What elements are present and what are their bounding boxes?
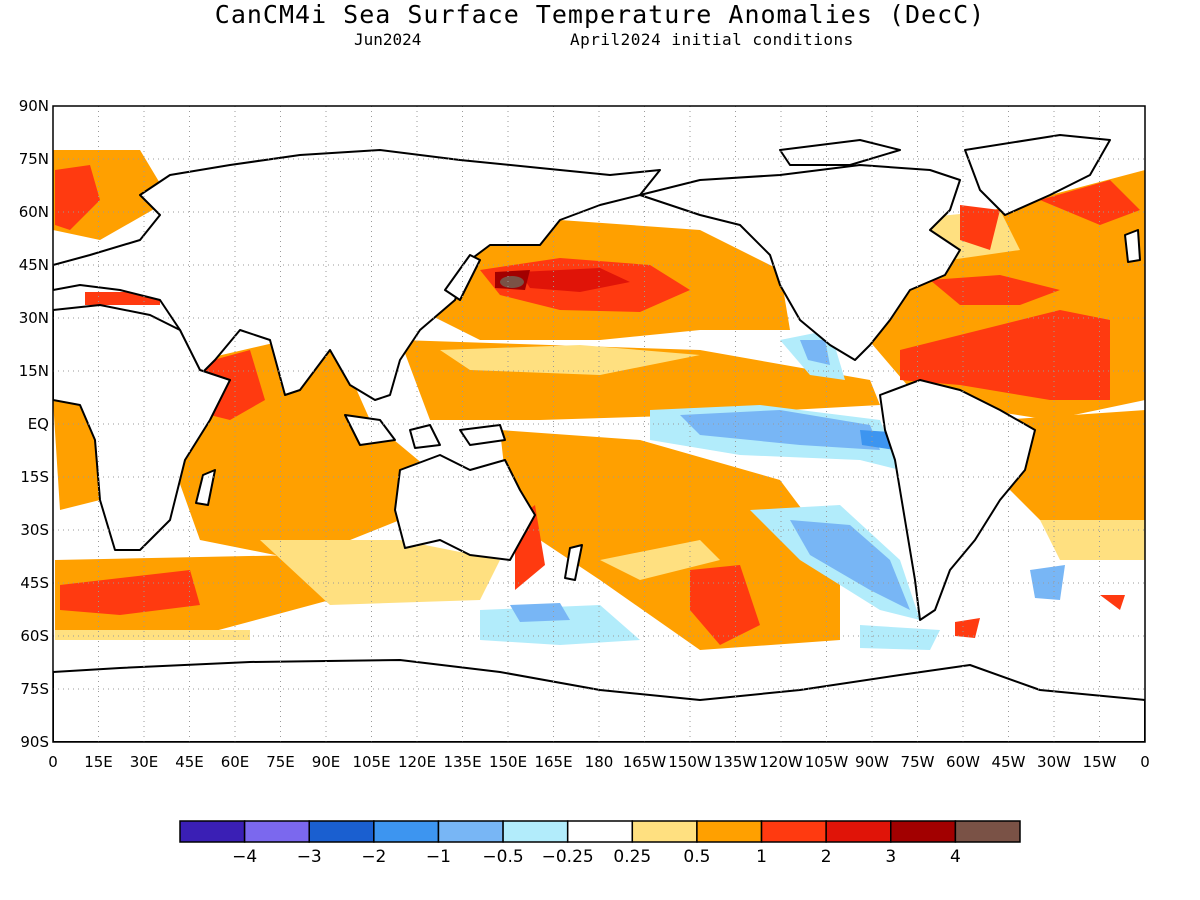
lon-tick-label: 165W [623,753,667,771]
legend-swatch [696,820,763,843]
lon-tick-label: 15W [1083,753,1117,771]
legend-swatch [954,820,1021,843]
lon-tick-label: 90E [312,753,341,771]
lon-tick-label: 120W [759,753,803,771]
axis-ticks: 90N 75N 60N 45N 30N 15N EQ 15S 30S 45S 60S 75S 90S 0 1… [19,97,1150,771]
lon-tick-label: 105W [805,753,849,771]
legend-swatch [825,820,892,843]
legend-swatch [890,820,957,843]
graticule [53,106,1145,742]
legend-tick-label: 0.5 [683,847,710,867]
legend-tick-label: 0.25 [613,847,651,867]
lon-tick-label: 90W [855,753,889,771]
madagascar-land [195,469,216,506]
anomaly-fill-2-4 [495,268,630,292]
legend-tick-label: −2 [361,847,386,867]
lon-tick-label: 0 [1140,753,1150,771]
indonesia-land [344,414,396,446]
legend-tick-label: −0.5 [482,847,523,867]
legend-swatch [631,820,698,843]
legend-swatch [566,820,634,843]
japan-land [444,254,481,301]
valid-month-label: Jun2024 [354,30,422,49]
lon-tick-label: 75W [901,753,935,771]
lon-tick-label: 45W [992,753,1026,771]
color-legend: −4 −3 −2 −1 −0.5 −0.25 0.25 0.5 1 2 3 4 [179,820,1021,867]
lon-tick-label: 30E [130,753,159,771]
lat-tick-label: 90S [20,733,49,751]
lon-tick-label: 135W [714,753,758,771]
legend-tick-label: 3 [885,847,896,867]
init-conditions-label: April2024 initial conditions [570,30,854,49]
legend-swatch [760,820,827,843]
lat-tick-label: 60N [19,203,49,221]
lat-tick-label: 30N [19,309,49,327]
africa-land [53,304,231,551]
chart-title: CanCM4i Sea Surface Temperature Anomalie… [214,0,986,29]
legend-tick-label: −0.25 [542,847,594,867]
lat-tick-label: 75S [20,680,49,698]
legend-swatch [243,820,310,843]
legend-swatch [308,820,375,843]
anomaly-fill-neg1-neg0.5 [510,340,1065,622]
legend-swatch [502,820,569,843]
north-america-land [639,164,961,361]
lat-tick-label: 45S [20,574,49,592]
lat-tick-label: 75N [19,150,49,168]
legend-tick-label: −1 [426,847,451,867]
lon-tick-label: 60E [221,753,250,771]
lat-tick-label: 60S [20,627,49,645]
legend-swatch [179,820,246,843]
legend-tick-label: 4 [950,847,961,867]
legend-tick-label: −4 [232,847,257,867]
lon-tick-label: 120E [398,753,436,771]
lat-tick-label: 90N [19,97,49,115]
legend-tick-label: 2 [821,847,832,867]
lon-tick-label: 75E [266,753,295,771]
lon-tick-label: 135E [443,753,481,771]
legend-tick-label: −3 [297,847,322,867]
australia-land [394,454,536,561]
uk-land [1124,229,1141,263]
lat-tick-label: 15N [19,362,49,380]
lon-tick-label: 0 [48,753,58,771]
lon-tick-label: 150W [668,753,712,771]
legend-tick-label: 1 [756,847,767,867]
lon-tick-label: 165E [534,753,572,771]
greenland-land [964,134,1111,216]
lat-tick-label: EQ [28,415,49,433]
lat-tick-label: 15S [20,468,49,486]
new-zealand-land [564,544,583,581]
map-frame [52,105,1146,743]
lon-tick-label: 15E [84,753,113,771]
lon-tick-label: 105E [352,753,390,771]
south-america-land [879,379,1036,621]
lat-tick-label: 45N [19,256,49,274]
legend-swatch [437,820,504,843]
lon-tick-label: 45E [175,753,204,771]
lat-tick-label: 30S [20,521,49,539]
lon-tick-label: 150E [489,753,527,771]
lon-tick-label: 30W [1037,753,1071,771]
legend-swatch [373,820,440,843]
lon-tick-label: 180 [585,753,614,771]
lon-tick-label: 60W [946,753,980,771]
